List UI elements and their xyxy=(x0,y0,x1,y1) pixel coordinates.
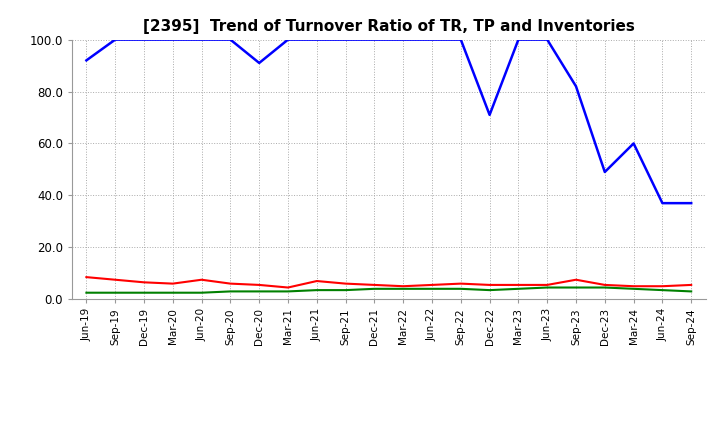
Trade Payables xyxy=(629,141,638,146)
Inventories xyxy=(399,286,408,291)
Trade Receivables xyxy=(456,281,465,286)
Trade Receivables xyxy=(226,281,235,286)
Inventories xyxy=(629,286,638,291)
Trade Payables xyxy=(312,37,321,42)
Trade Receivables xyxy=(312,279,321,284)
Trade Payables xyxy=(82,58,91,63)
Trade Payables xyxy=(514,37,523,42)
Inventories xyxy=(284,289,292,294)
Trade Receivables xyxy=(370,282,379,288)
Line: Trade Payables: Trade Payables xyxy=(86,40,691,203)
Inventories xyxy=(514,286,523,291)
Trade Receivables xyxy=(543,282,552,288)
Trade Receivables xyxy=(140,280,148,285)
Trade Receivables xyxy=(82,275,91,280)
Inventories xyxy=(370,286,379,291)
Inventories xyxy=(140,290,148,295)
Trade Payables xyxy=(485,112,494,117)
Inventories xyxy=(312,287,321,293)
Trade Payables xyxy=(399,37,408,42)
Line: Inventories: Inventories xyxy=(86,287,691,293)
Trade Payables xyxy=(370,37,379,42)
Inventories xyxy=(111,290,120,295)
Inventories xyxy=(600,285,609,290)
Trade Receivables xyxy=(514,282,523,288)
Trade Receivables xyxy=(428,282,436,288)
Trade Payables xyxy=(456,37,465,42)
Trade Payables xyxy=(111,37,120,42)
Trade Receivables xyxy=(687,282,696,288)
Trade Receivables xyxy=(341,281,350,286)
Inventories xyxy=(485,287,494,293)
Trade Receivables xyxy=(600,282,609,288)
Inventories xyxy=(168,290,177,295)
Trade Receivables xyxy=(399,284,408,289)
Trade Receivables xyxy=(629,284,638,289)
Trade Payables xyxy=(341,37,350,42)
Inventories xyxy=(658,287,667,293)
Trade Payables xyxy=(255,60,264,66)
Trade Payables xyxy=(168,37,177,42)
Trade Receivables xyxy=(111,277,120,282)
Trade Receivables xyxy=(284,285,292,290)
Trade Payables xyxy=(600,169,609,175)
Trade Payables xyxy=(284,37,292,42)
Trade Payables xyxy=(658,201,667,206)
Title: [2395]  Trend of Turnover Ratio of TR, TP and Inventories: [2395] Trend of Turnover Ratio of TR, TP… xyxy=(143,19,635,34)
Trade Receivables xyxy=(255,282,264,288)
Trade Receivables xyxy=(485,282,494,288)
Inventories xyxy=(226,289,235,294)
Inventories xyxy=(255,289,264,294)
Inventories xyxy=(543,285,552,290)
Inventories xyxy=(687,289,696,294)
Trade Payables xyxy=(140,37,148,42)
Trade Payables xyxy=(226,37,235,42)
Trade Receivables xyxy=(572,277,580,282)
Trade Receivables xyxy=(168,281,177,286)
Inventories xyxy=(341,287,350,293)
Trade Payables xyxy=(197,37,206,42)
Trade Payables xyxy=(543,37,552,42)
Inventories xyxy=(82,290,91,295)
Inventories xyxy=(428,286,436,291)
Trade Receivables xyxy=(197,277,206,282)
Line: Trade Receivables: Trade Receivables xyxy=(86,277,691,287)
Inventories xyxy=(572,285,580,290)
Inventories xyxy=(456,286,465,291)
Trade Payables xyxy=(572,84,580,89)
Trade Receivables xyxy=(658,284,667,289)
Inventories xyxy=(197,290,206,295)
Trade Payables xyxy=(428,37,436,42)
Trade Payables xyxy=(687,201,696,206)
